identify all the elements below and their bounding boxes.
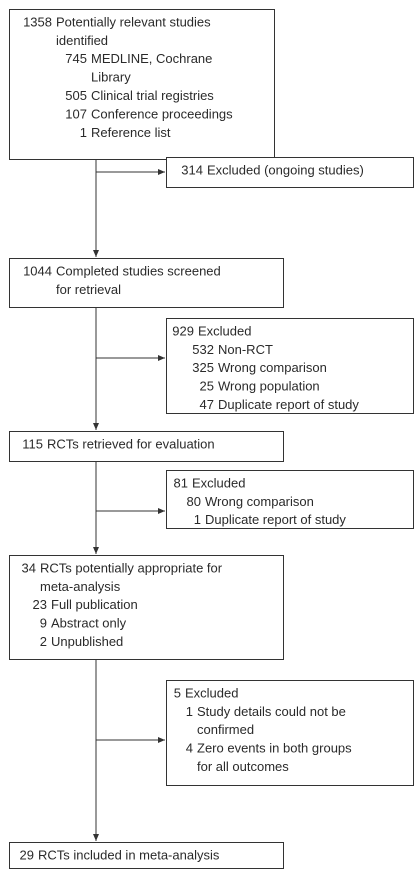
label: confirmed (197, 722, 254, 737)
label: Full publication (51, 597, 138, 612)
count: 325 (192, 360, 214, 375)
count: 745 (65, 51, 87, 66)
label: Study details could not be (197, 704, 346, 719)
label: Non-RCT (218, 342, 273, 357)
count: 9 (40, 616, 47, 631)
label: Duplicate report of study (205, 512, 346, 527)
label: Potentially relevant studies (56, 14, 211, 29)
label: Excluded (198, 323, 251, 338)
label: Unpublished (51, 634, 123, 649)
count: 80 (187, 494, 201, 509)
label: Abstract only (51, 616, 127, 631)
label: MEDLINE, Cochrane (91, 51, 212, 66)
label: RCTs potentially appropriate for (40, 560, 223, 575)
count: 1044 (23, 263, 52, 278)
label: RCTs included in meta-analysis (38, 847, 220, 862)
label: Zero events in both groups (197, 741, 352, 756)
main-box (9, 842, 284, 869)
count: 29 (20, 847, 34, 862)
main-box (9, 9, 275, 160)
label: for retrieval (56, 282, 121, 297)
count: 5 (174, 685, 181, 700)
count: 1358 (23, 14, 52, 29)
count: 115 (22, 436, 43, 451)
label: Reference list (91, 125, 171, 140)
count: 532 (192, 342, 214, 357)
count: 929 (172, 323, 194, 338)
main-box (9, 555, 284, 660)
excluded-box (166, 470, 414, 529)
label: Clinical trial registries (91, 88, 214, 103)
excluded-box (166, 318, 414, 414)
count: 314 (181, 162, 203, 177)
count: 25 (200, 379, 214, 394)
count: 2 (40, 634, 47, 649)
label: meta-analysis (40, 579, 121, 594)
count: 81 (174, 475, 188, 490)
label: Completed studies screened (56, 263, 221, 278)
label: Duplicate report of study (218, 397, 359, 412)
main-box (9, 258, 284, 308)
label: Conference proceedings (91, 106, 233, 121)
label: Excluded (192, 475, 245, 490)
label: Excluded (185, 685, 238, 700)
label: Library (91, 70, 131, 85)
label: Wrong population (218, 379, 320, 394)
label: Wrong comparison (218, 360, 327, 375)
count: 1 (80, 125, 87, 140)
label: Excluded (ongoing studies) (207, 162, 364, 177)
excluded-box (166, 157, 414, 188)
count: 107 (65, 106, 87, 121)
label: Wrong comparison (205, 494, 314, 509)
count: 23 (33, 597, 47, 612)
count: 1 (194, 512, 201, 527)
label: for all outcomes (197, 759, 289, 774)
label: RCTs retrieved for evaluation (47, 436, 215, 451)
count: 47 (200, 397, 214, 412)
count: 34 (22, 560, 36, 575)
count: 1 (186, 704, 193, 719)
main-box (9, 431, 284, 462)
label: identified (56, 33, 108, 48)
count: 505 (65, 88, 87, 103)
count: 4 (186, 741, 193, 756)
excluded-box (166, 680, 414, 786)
